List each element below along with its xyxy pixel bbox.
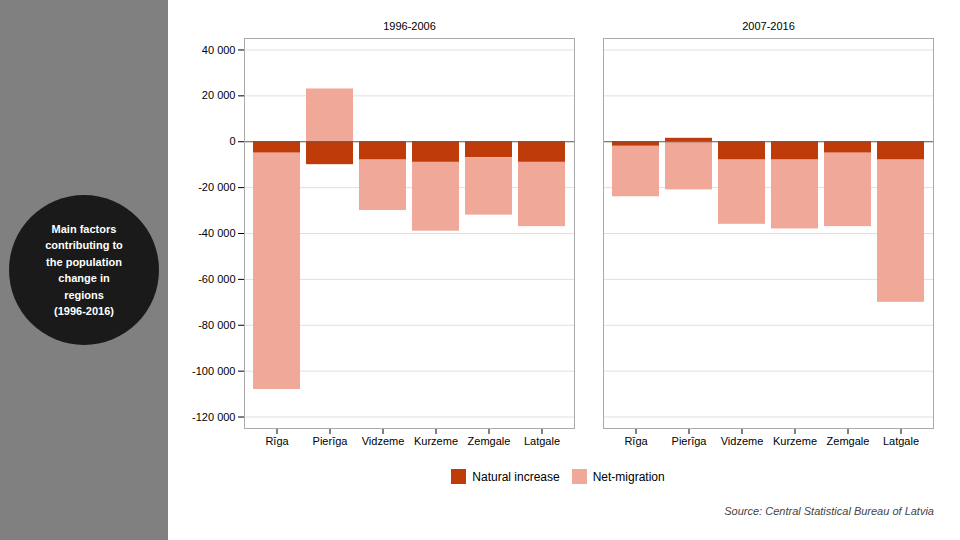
html-text:Main factors contributing to t: Main factors contributing to the populat… <box>45 222 123 317</box>
svg-text:-60 000: -60 000 <box>198 273 235 285</box>
svg-text:Vidzeme: Vidzeme <box>362 435 405 447</box>
svg-text:Zemgale: Zemgale <box>468 435 511 447</box>
svg-text:Rīga: Rīga <box>265 435 289 447</box>
svg-text:Rīga: Rīga <box>624 435 648 447</box>
svg-text:-80 000: -80 000 <box>198 319 235 331</box>
svg-text:40 000: 40 000 <box>202 43 236 55</box>
svg-text:-40 000: -40 000 <box>198 227 235 239</box>
svg-text:Pierīga: Pierīga <box>672 435 708 447</box>
svg-text:Pierīga: Pierīga <box>313 435 349 447</box>
svg-text:-100 000: -100 000 <box>192 365 235 377</box>
html-text:Source: Central Statistical Bu: Source: Central Statistical Bureau of La… <box>724 505 934 517</box>
svg-text:Vidzeme: Vidzeme <box>721 435 764 447</box>
svg-text:-20 000: -20 000 <box>198 181 235 193</box>
svg-text:20 000: 20 000 <box>202 89 236 101</box>
svg-text:2007-2016: 2007-2016 <box>742 20 795 32</box>
svg-text:1996-2006: 1996-2006 <box>383 20 436 32</box>
svg-text:Kurzeme: Kurzeme <box>773 435 817 447</box>
svg-text:0: 0 <box>229 135 235 147</box>
svg-text:Zemgale: Zemgale <box>827 435 870 447</box>
html-text:Natural increase: Natural increase <box>472 469 560 484</box>
svg-text:Kurzeme: Kurzeme <box>414 435 458 447</box>
svg-text:Latgale: Latgale <box>524 435 560 447</box>
html-text:Net-migration: Net-migration <box>592 469 665 484</box>
svg-text:-120 000: -120 000 <box>192 411 235 423</box>
svg-text:Latgale: Latgale <box>883 435 919 447</box>
